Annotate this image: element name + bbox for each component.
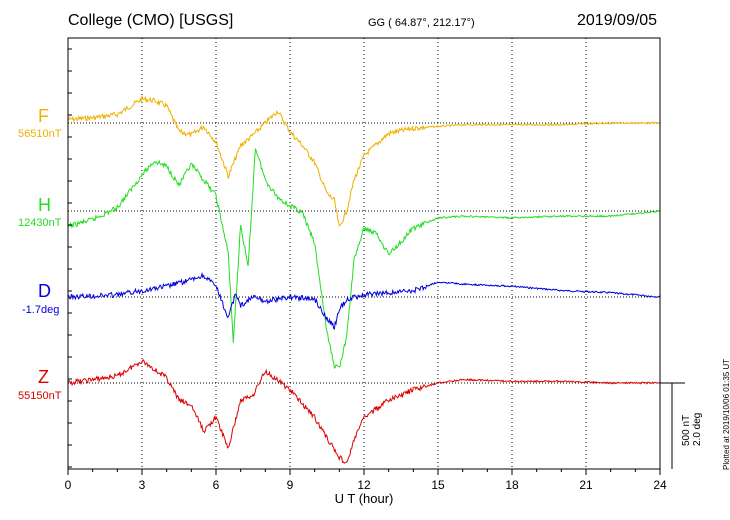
x-tick-label: 15 xyxy=(431,478,445,492)
x-axis-ticks: 0 3 6 9 12 15 18 21 24 xyxy=(65,48,667,492)
date-label: 2019/09/05 xyxy=(577,12,658,29)
x-tick-label: 24 xyxy=(653,478,667,492)
x-tick-label: 6 xyxy=(213,478,220,492)
x-axis-label: U T (hour) xyxy=(335,491,394,506)
series-line-h xyxy=(67,148,661,369)
channel-h-baseline: 12430nT xyxy=(18,217,62,229)
channel-h-letter: H xyxy=(38,195,51,215)
x-tick-label: 21 xyxy=(579,478,593,492)
channel-d-baseline: -1.7deg xyxy=(22,304,60,316)
series-line-d xyxy=(67,271,661,331)
x-tick-label: 9 xyxy=(287,478,294,492)
plotted-note: Plotted at 2019/10/06 01:35 UT xyxy=(722,358,730,470)
channel-f-letter: F xyxy=(38,106,49,126)
channel-z-baseline: 55150nT xyxy=(18,390,62,402)
series-line-f xyxy=(67,94,661,227)
scale-deg-label: 2.0 deg xyxy=(692,412,703,446)
channel-z-letter: Z xyxy=(38,367,49,387)
x-tick-label: 18 xyxy=(505,478,519,492)
x-tick-label: 0 xyxy=(65,478,72,492)
channel-f-baseline: 56510nT xyxy=(18,128,62,140)
x-tick-label: 12 xyxy=(357,478,371,492)
series-line-z xyxy=(67,359,661,464)
channel-d-letter: D xyxy=(38,281,51,301)
scale-nt-label: 500 nT xyxy=(681,414,692,446)
series-lines xyxy=(67,94,661,464)
coordinates-label: GG ( 64.87°, 212.17°) xyxy=(368,17,475,29)
x-tick-label: 3 xyxy=(139,478,146,492)
station-title: College (CMO) [USGS] xyxy=(68,12,234,29)
